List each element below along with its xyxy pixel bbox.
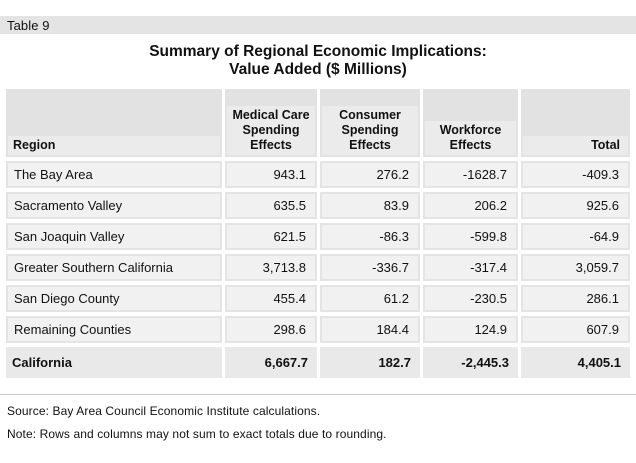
source-note: Source: Bay Area Council Economic Instit… bbox=[7, 404, 321, 418]
row-value-cell: 943.1 bbox=[225, 161, 317, 188]
row-value-cell: 124.9 bbox=[423, 316, 518, 343]
row-value-cell: -409.3 bbox=[521, 161, 630, 188]
row-value-cell: 276.2 bbox=[320, 161, 420, 188]
row-value-cell: 455.4 bbox=[225, 285, 317, 312]
row-value-cell: 925.6 bbox=[521, 192, 630, 219]
summary-table: Region Medical Care Spending Effects Con… bbox=[6, 89, 630, 378]
total-value-cell: 4,405.1 bbox=[521, 347, 630, 378]
row-value-cell: 607.9 bbox=[521, 316, 630, 343]
table-total-row: California 6,667.7 182.7 -2,445.3 4,405.… bbox=[6, 347, 630, 378]
row-value-cell: -230.5 bbox=[423, 285, 518, 312]
row-value-cell: 83.9 bbox=[320, 192, 420, 219]
total-value-cell: 6,667.7 bbox=[225, 347, 317, 378]
table-number-bar: Table 9 bbox=[0, 16, 636, 34]
footer-divider bbox=[0, 394, 636, 395]
row-value-cell: 621.5 bbox=[225, 223, 317, 250]
rounding-note: Note: Rows and columns may not sum to ex… bbox=[7, 427, 387, 441]
row-value-cell: 61.2 bbox=[320, 285, 420, 312]
header-consumer-spending-effects: Consumer Spending Effects bbox=[320, 89, 420, 157]
row-value-cell: 298.6 bbox=[225, 316, 317, 343]
row-region-cell: San Diego County bbox=[6, 285, 222, 312]
row-value-cell: 3,059.7 bbox=[521, 254, 630, 281]
row-value-cell: 206.2 bbox=[423, 192, 518, 219]
total-region-cell: California bbox=[6, 347, 222, 378]
row-value-cell: 286.1 bbox=[521, 285, 630, 312]
total-value-cell: -2,445.3 bbox=[423, 347, 518, 378]
header-total: Total bbox=[521, 89, 630, 157]
row-value-cell: -599.8 bbox=[423, 223, 518, 250]
table-header-row: Region Medical Care Spending Effects Con… bbox=[6, 89, 630, 157]
table-row: Remaining Counties 298.6 184.4 124.9 607… bbox=[6, 316, 630, 343]
header-region: Region bbox=[6, 89, 222, 157]
row-region-cell: Sacramento Valley bbox=[6, 192, 222, 219]
table-row: San Diego County 455.4 61.2 -230.5 286.1 bbox=[6, 285, 630, 312]
total-value-cell: 182.7 bbox=[320, 347, 420, 378]
table-number-label: Table 9 bbox=[7, 17, 50, 33]
table-row: Sacramento Valley 635.5 83.9 206.2 925.6 bbox=[6, 192, 630, 219]
header-medical-care-spending-effects: Medical Care Spending Effects bbox=[225, 89, 317, 157]
table-title-line1: Summary of Regional Economic Implication… bbox=[149, 43, 487, 60]
row-region-cell: Remaining Counties bbox=[6, 316, 222, 343]
row-value-cell: 3,713.8 bbox=[225, 254, 317, 281]
row-region-cell: The Bay Area bbox=[6, 161, 222, 188]
row-value-cell: -317.4 bbox=[423, 254, 518, 281]
table-row: The Bay Area 943.1 276.2 -1628.7 -409.3 bbox=[6, 161, 630, 188]
header-workforce-effects: Workforce Effects bbox=[423, 89, 518, 157]
row-value-cell: -64.9 bbox=[521, 223, 630, 250]
table-title: Summary of Regional Economic Implication… bbox=[0, 43, 636, 79]
table-row: San Joaquin Valley 621.5 -86.3 -599.8 -6… bbox=[6, 223, 630, 250]
row-value-cell: -1628.7 bbox=[423, 161, 518, 188]
row-value-cell: 635.5 bbox=[225, 192, 317, 219]
row-value-cell: -86.3 bbox=[320, 223, 420, 250]
table-row: Greater Southern California 3,713.8 -336… bbox=[6, 254, 630, 281]
table-title-line2: Value Added ($ Millions) bbox=[229, 61, 407, 78]
row-value-cell: 184.4 bbox=[320, 316, 420, 343]
row-value-cell: -336.7 bbox=[320, 254, 420, 281]
row-region-cell: San Joaquin Valley bbox=[6, 223, 222, 250]
row-region-cell: Greater Southern California bbox=[6, 254, 222, 281]
